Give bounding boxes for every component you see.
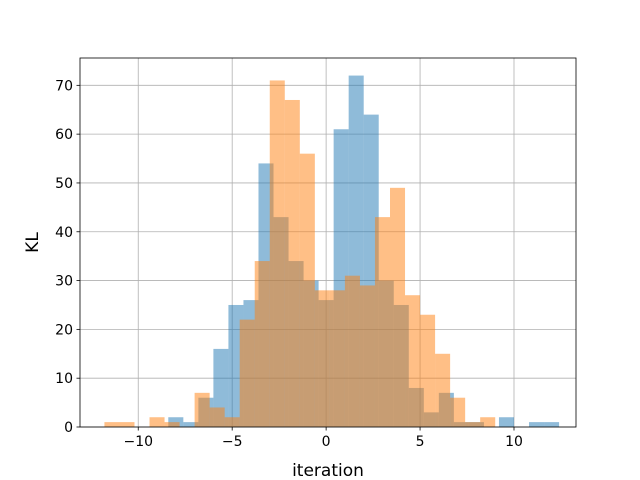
histogram-bar-series-2 (104, 422, 135, 427)
histogram-bar-series-2 (450, 397, 466, 427)
histogram-bar-series-1 (228, 304, 244, 427)
y-tick-label: 10 (55, 371, 73, 387)
plot-area-frame (79, 57, 577, 428)
y-tick-label: 30 (55, 274, 73, 290)
histogram-bar-series-2 (314, 290, 330, 427)
y-tick-label: 20 (55, 322, 73, 338)
y-axis-ticks: 0 10 20 30 40 50 60 70 (55, 78, 80, 436)
histogram-bar-series-2 (359, 285, 375, 427)
histogram-bar-series-2 (344, 275, 360, 427)
y-axis-label: KL (23, 232, 43, 253)
histogram-bar-series-2 (239, 319, 255, 427)
x-axis-ticks: −10 −5 0 5 10 (123, 427, 523, 450)
histogram-bar-series-2 (209, 407, 225, 427)
histogram-bar-series-2 (390, 187, 406, 427)
x-tick-label: 5 (416, 434, 425, 450)
x-axis-label: iteration (292, 461, 364, 480)
histogram-bar-series-1 (529, 422, 545, 427)
histogram-bar-series-2 (194, 392, 210, 427)
y-tick-label: 0 (64, 420, 73, 436)
x-tick-label: −5 (222, 434, 243, 450)
histogram-bars (104, 75, 560, 428)
histogram-bar-series-2 (269, 80, 285, 427)
x-tick-label: 0 (322, 434, 331, 450)
y-tick-label: 40 (55, 225, 73, 241)
histogram-bar-series-2 (164, 422, 180, 427)
x-tick-label: 10 (505, 434, 523, 450)
histogram-bar-series-2 (254, 261, 270, 427)
y-tick-label: 70 (55, 78, 73, 94)
histogram-bar-series-2 (405, 295, 421, 427)
histogram-bar-series-2 (465, 422, 481, 427)
histogram-bar-series-2 (480, 417, 496, 427)
histogram-bar-series-2 (284, 99, 300, 427)
histogram-bar-series-2 (420, 314, 436, 427)
x-tick-label: −10 (123, 434, 153, 450)
histogram-bar-series-2 (435, 353, 451, 427)
histogram-bar-series-1 (498, 417, 514, 427)
histogram-bar-series-2 (299, 153, 315, 427)
y-tick-label: 60 (55, 127, 73, 143)
histogram-bar-series-2 (329, 290, 345, 427)
y-tick-label: 50 (55, 176, 73, 192)
histogram-bar-series-2 (374, 217, 390, 427)
histogram-bar-series-1 (183, 422, 199, 427)
histogram-bar-series-1 (544, 422, 560, 427)
histogram-bar-series-2 (149, 417, 165, 427)
histogram-bar-series-2 (224, 417, 240, 427)
